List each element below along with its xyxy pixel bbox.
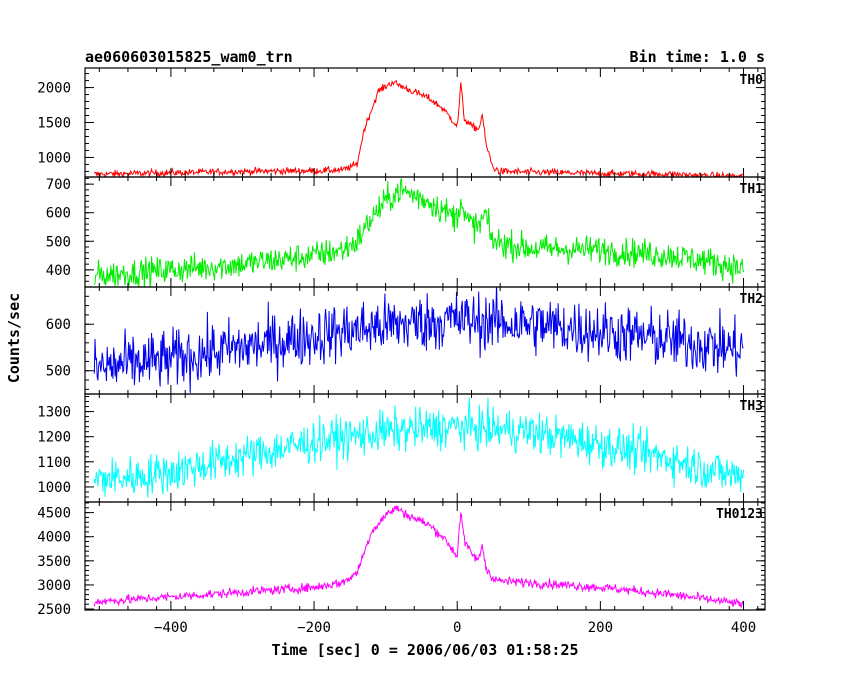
series-line-th1 <box>93 178 745 287</box>
y-tick-label: 1000 <box>37 480 71 496</box>
y-tick-label: 400 <box>46 263 71 279</box>
y-tick-label: 1100 <box>37 455 71 471</box>
series-line-th2 <box>93 287 744 393</box>
chart-title: ae060603015825_wam0_trn <box>85 48 293 66</box>
y-tick-label: 600 <box>46 317 71 333</box>
panel-label-th1: TH1 <box>740 182 764 197</box>
x-tick-label: −400 <box>154 620 188 636</box>
y-tick-label: 3000 <box>37 578 71 594</box>
x-tick-label: 0 <box>453 620 461 636</box>
y-tick-label: 700 <box>46 177 71 193</box>
y-tick-label: 3500 <box>37 554 71 570</box>
y-tick-label: 4000 <box>37 530 71 546</box>
y-tick-label: 600 <box>46 206 71 222</box>
x-tick-label: 200 <box>588 620 613 636</box>
y-tick-label: 1500 <box>37 116 71 132</box>
y-tick-label: 1000 <box>37 150 71 166</box>
panel-label-th3: TH3 <box>740 399 763 414</box>
bin-time-label: Bin time: 1.0 s <box>630 48 765 66</box>
panel-label-th0: TH0 <box>740 73 764 88</box>
x-tick-label: −200 <box>297 620 331 636</box>
series-line-th0123 <box>93 505 745 608</box>
panel-frame-th3 <box>84 393 766 503</box>
y-tick-label: 1200 <box>37 430 71 446</box>
y-tick-label: 500 <box>46 234 71 250</box>
series-line-th0 <box>94 79 744 177</box>
y-tick-label: 2500 <box>37 602 71 618</box>
panel-label-th0123: TH0123 <box>716 507 763 522</box>
panel-frame-th0 <box>84 67 766 178</box>
series-line-th3 <box>93 397 745 498</box>
y-axis-label: Counts/sec <box>5 293 23 383</box>
y-tick-label: 1300 <box>37 405 71 421</box>
x-axis-label: Time [sec] 0 = 2006/06/03 01:58:25 <box>271 641 578 659</box>
panel-frame-th2 <box>84 286 766 395</box>
y-tick-label: 2000 <box>37 81 71 97</box>
y-tick-label: 500 <box>46 364 71 380</box>
x-tick-label: 400 <box>731 620 756 636</box>
panel-label-th2: TH2 <box>740 292 763 307</box>
y-tick-label: 4500 <box>37 506 71 522</box>
